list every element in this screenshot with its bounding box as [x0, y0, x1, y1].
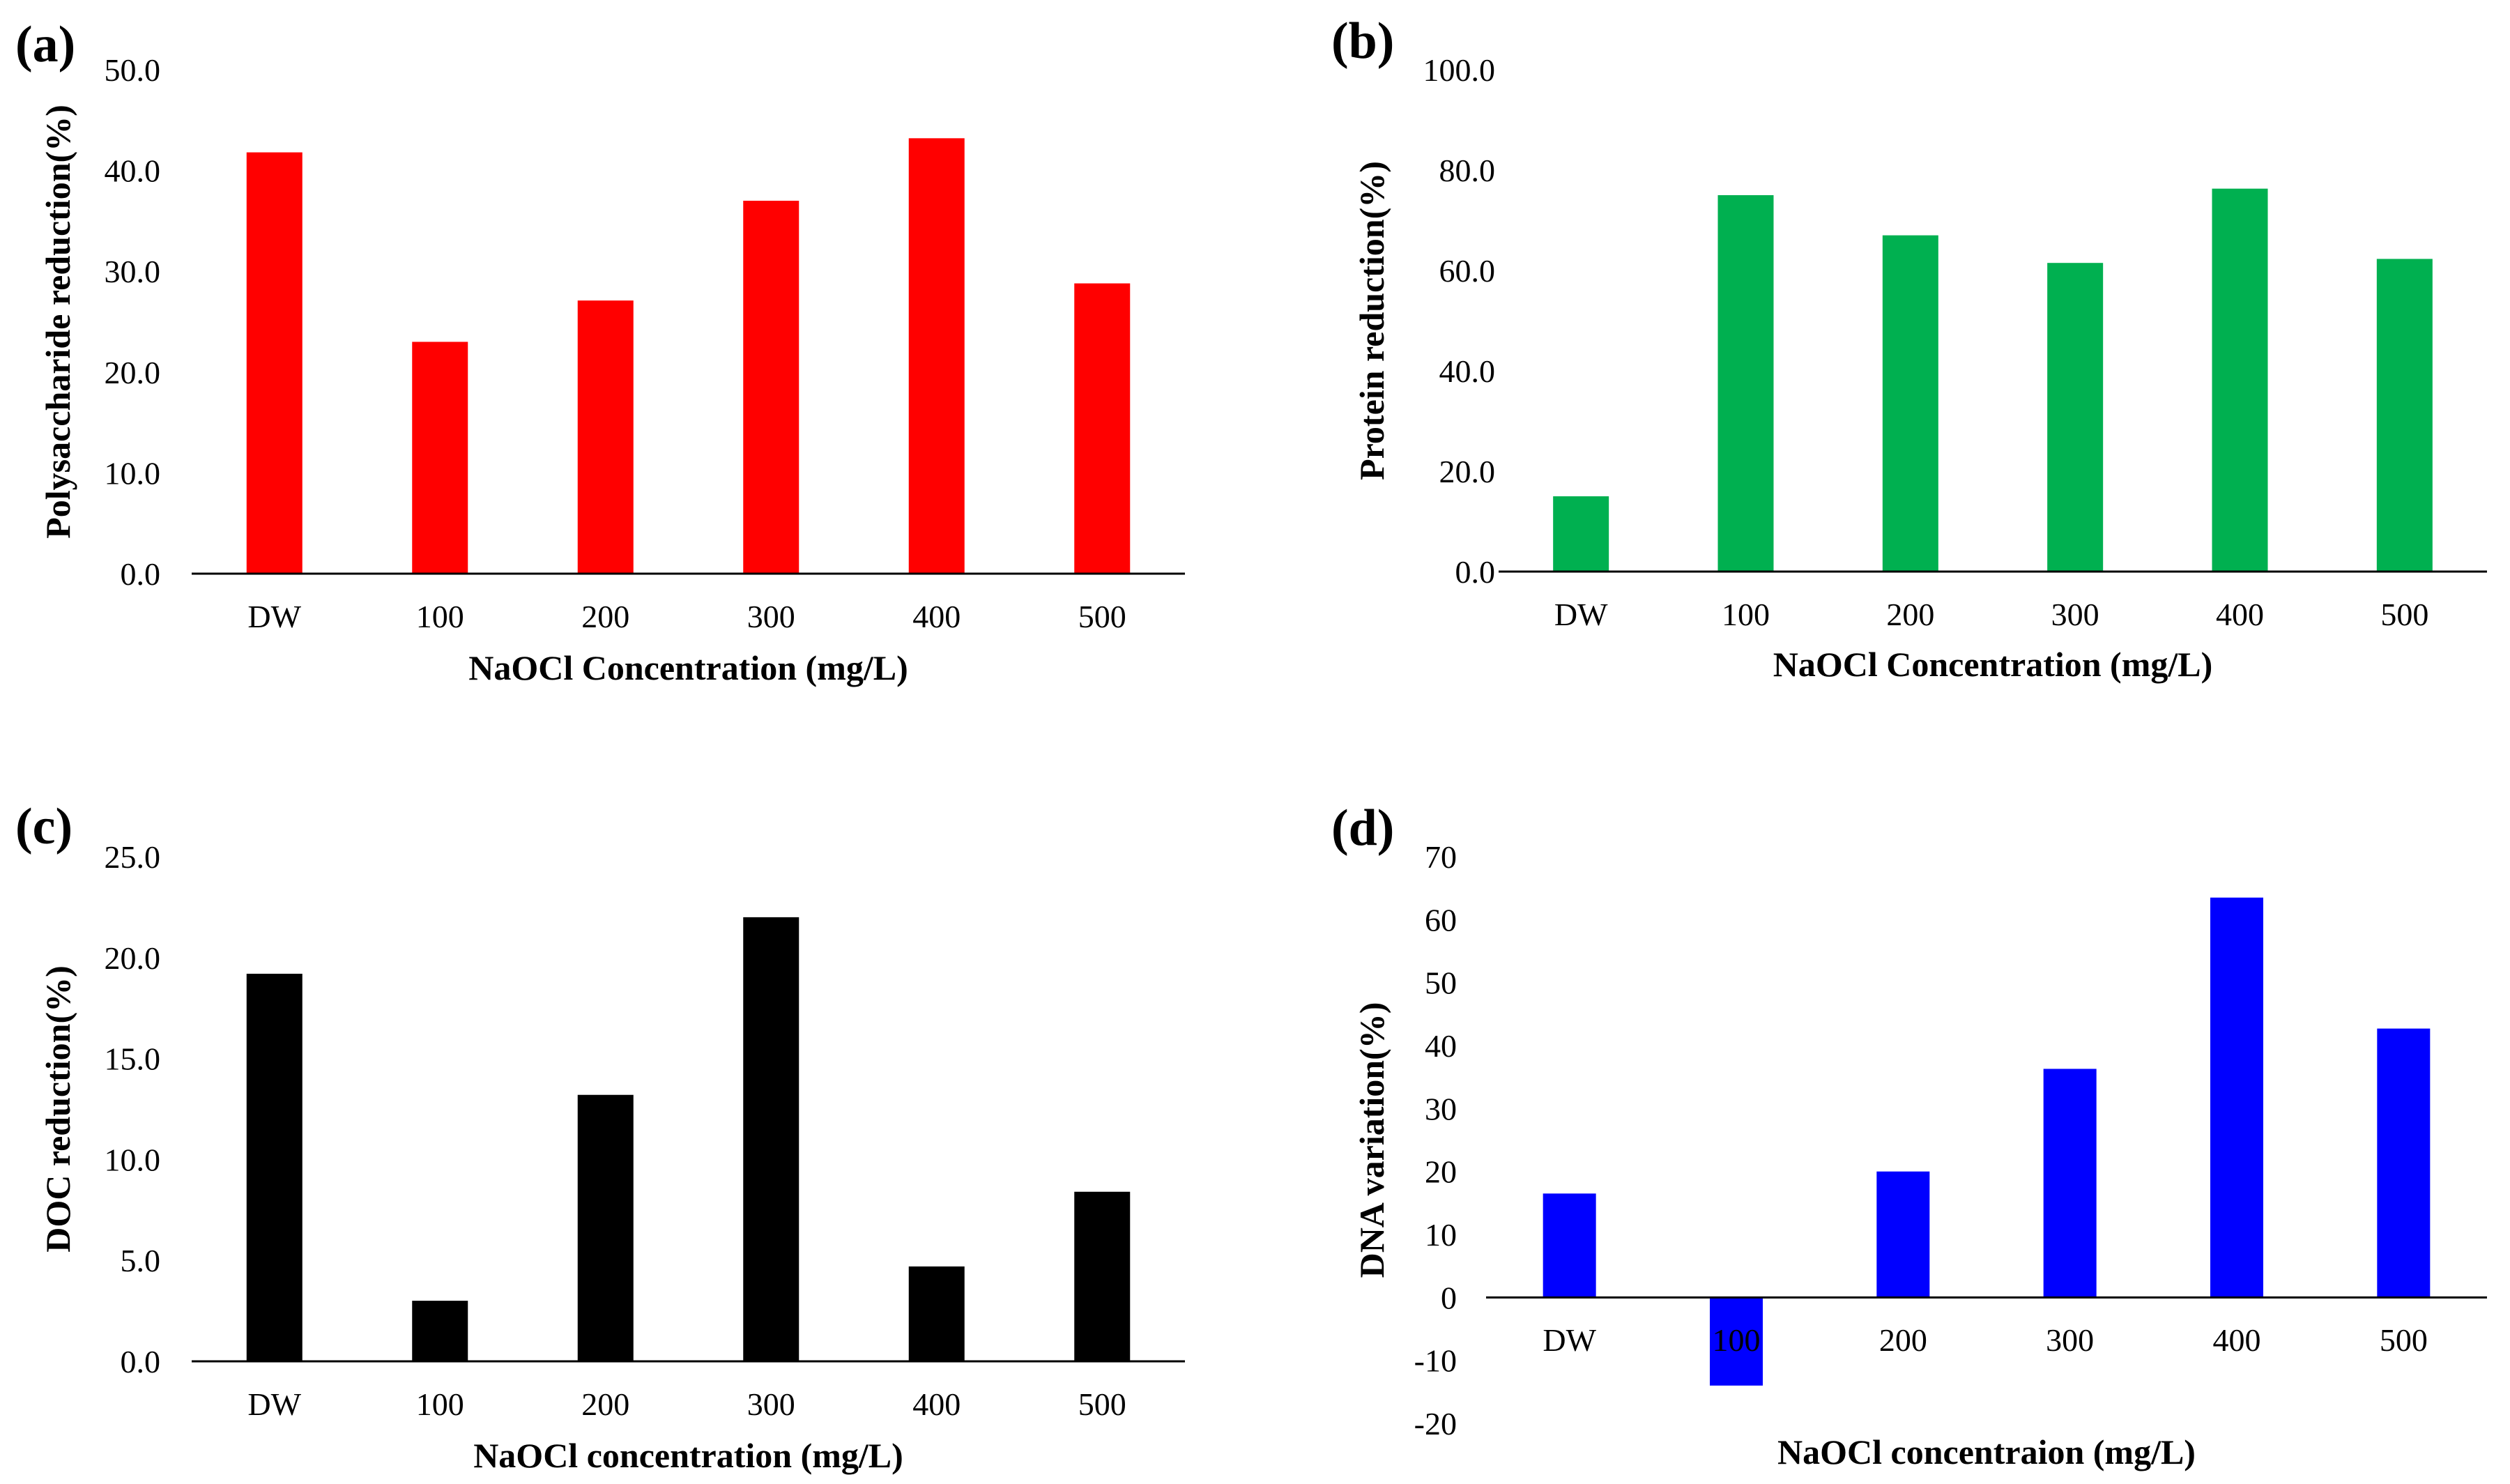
- y-tick-label: 100.0: [1423, 52, 1496, 88]
- y-tick-label: 10.0: [105, 1142, 161, 1177]
- x-axis-title: NaOCl Concentration (mg/L): [1773, 645, 2213, 684]
- x-tick-label: 200: [1879, 1322, 1927, 1358]
- x-axis-title: NaOCl Concentration (mg/L): [468, 648, 908, 687]
- bar-100: [412, 1301, 468, 1361]
- y-tick-label: 40: [1425, 1028, 1457, 1064]
- x-tick-label: DW: [1543, 1322, 1596, 1358]
- x-tick-label: 400: [2216, 597, 2264, 632]
- panel-b: (b) 0.0 20.0 40.0 60.0 80.0 100.0 DW 100 200 300 40…: [1331, 13, 2487, 684]
- y-tick-label: 40.0: [1439, 353, 1496, 389]
- x-tick-label: 300: [2051, 597, 2099, 632]
- x-tick-label: 500: [2380, 1322, 2428, 1358]
- bar-300: [743, 200, 799, 574]
- panel-label: (d): [1331, 800, 1394, 857]
- y-tick-label: 20.0: [105, 940, 161, 976]
- x-tick-label: 400: [912, 1386, 961, 1422]
- x-tick-label: 100: [416, 599, 464, 634]
- bar-500: [1074, 283, 1131, 574]
- y-tick-label: -20: [1414, 1406, 1457, 1441]
- x-tick-label: DW: [247, 599, 301, 634]
- y-tick-label: 20.0: [105, 355, 161, 390]
- x-tick-label: 300: [747, 599, 795, 634]
- bar-100: [1717, 195, 1774, 572]
- y-axis-title: Protein reduction(%): [1352, 161, 1391, 480]
- y-tick-label: 40.0: [105, 153, 161, 189]
- bar-dw: [246, 152, 303, 574]
- y-tick-label: 70: [1425, 839, 1457, 875]
- x-tick-label: 100: [1713, 1322, 1761, 1358]
- y-tick-label: 50.0: [105, 52, 161, 88]
- bar-500: [2376, 259, 2433, 572]
- y-tick-label: 50: [1425, 965, 1457, 1001]
- x-tick-label: 200: [581, 1386, 629, 1422]
- bar-500: [1074, 1191, 1131, 1361]
- x-tick-label: 300: [747, 1386, 795, 1422]
- x-tick-label: 500: [2380, 597, 2428, 632]
- x-tick-label: 100: [416, 1386, 464, 1422]
- y-tick-label: 0: [1441, 1280, 1457, 1315]
- panel-c: (c) 0.0 5.0 10.0 15.0 20.0 25.0 DW 100 200 300 400 5…: [15, 798, 1185, 1475]
- x-tick-label: 300: [2046, 1322, 2094, 1358]
- panel-label: (b): [1331, 13, 1394, 70]
- y-tick-label: 10.0: [105, 455, 161, 491]
- x-axis-title: NaOCl concentration (mg/L): [473, 1436, 903, 1475]
- bar-500: [2377, 1028, 2431, 1298]
- bar-300: [743, 917, 799, 1361]
- y-tick-label: 15.0: [105, 1041, 161, 1077]
- bar-100: [1710, 1297, 1763, 1386]
- bar-400: [908, 1266, 965, 1361]
- y-tick-label: -10: [1414, 1343, 1457, 1379]
- x-tick-label: 400: [2213, 1322, 2261, 1358]
- y-tick-label: 25.0: [105, 839, 161, 875]
- y-tick-label: 30: [1425, 1091, 1457, 1126]
- y-tick-label: 0.0: [121, 1344, 161, 1379]
- bar-100: [412, 342, 468, 574]
- x-tick-label: 500: [1078, 599, 1126, 634]
- bar-200: [1882, 235, 1938, 572]
- y-axis-title: DOC reduction(%): [38, 965, 77, 1253]
- bar-300: [2047, 263, 2104, 572]
- y-tick-label: 20: [1425, 1154, 1457, 1190]
- x-axis-title: NaOCl concentraion (mg/L): [1777, 1432, 2196, 1471]
- bar-dw: [1553, 496, 1609, 572]
- y-tick-label: 5.0: [121, 1243, 161, 1278]
- y-tick-label: 30.0: [105, 254, 161, 289]
- y-tick-label: 10: [1425, 1217, 1457, 1253]
- bar-200: [577, 300, 634, 574]
- bar-400: [2212, 188, 2268, 572]
- y-tick-label: 60.0: [1439, 253, 1496, 289]
- y-tick-label: 0.0: [1455, 554, 1496, 590]
- panel-a: (a) 0.0 10.0 20.0 30.0 40.0 50.0 DW 100 200 300 400…: [15, 16, 1185, 687]
- bar-400: [2210, 897, 2263, 1298]
- y-tick-label: 0.0: [121, 556, 161, 592]
- bar-dw: [1543, 1193, 1596, 1298]
- bar-dw: [246, 973, 303, 1361]
- x-tick-label: DW: [247, 1386, 301, 1422]
- panel-label: (a): [15, 16, 75, 73]
- bar-400: [908, 138, 965, 574]
- x-tick-label: DW: [1554, 597, 1608, 632]
- bar-300: [2043, 1069, 2097, 1298]
- bar-200: [1876, 1171, 1930, 1298]
- y-tick-label: 60: [1425, 902, 1457, 938]
- x-tick-label: 400: [912, 599, 961, 634]
- x-tick-label: 200: [581, 599, 629, 634]
- x-tick-label: 100: [1722, 597, 1770, 632]
- y-tick-label: 20.0: [1439, 454, 1496, 489]
- y-tick-label: 80.0: [1439, 153, 1496, 188]
- panel-label: (c): [15, 798, 72, 855]
- x-tick-label: 500: [1078, 1386, 1126, 1422]
- panel-d: (d) -20 -10 0 10 20 30 40 50 60 70 DW 100 200 300 400 50…: [1331, 800, 2487, 1471]
- y-axis-title: Polysaccharide reduction(%): [38, 105, 77, 539]
- y-axis-title: DNA variation(%): [1352, 1002, 1391, 1278]
- bar-200: [577, 1094, 634, 1361]
- x-tick-label: 200: [1886, 597, 1934, 632]
